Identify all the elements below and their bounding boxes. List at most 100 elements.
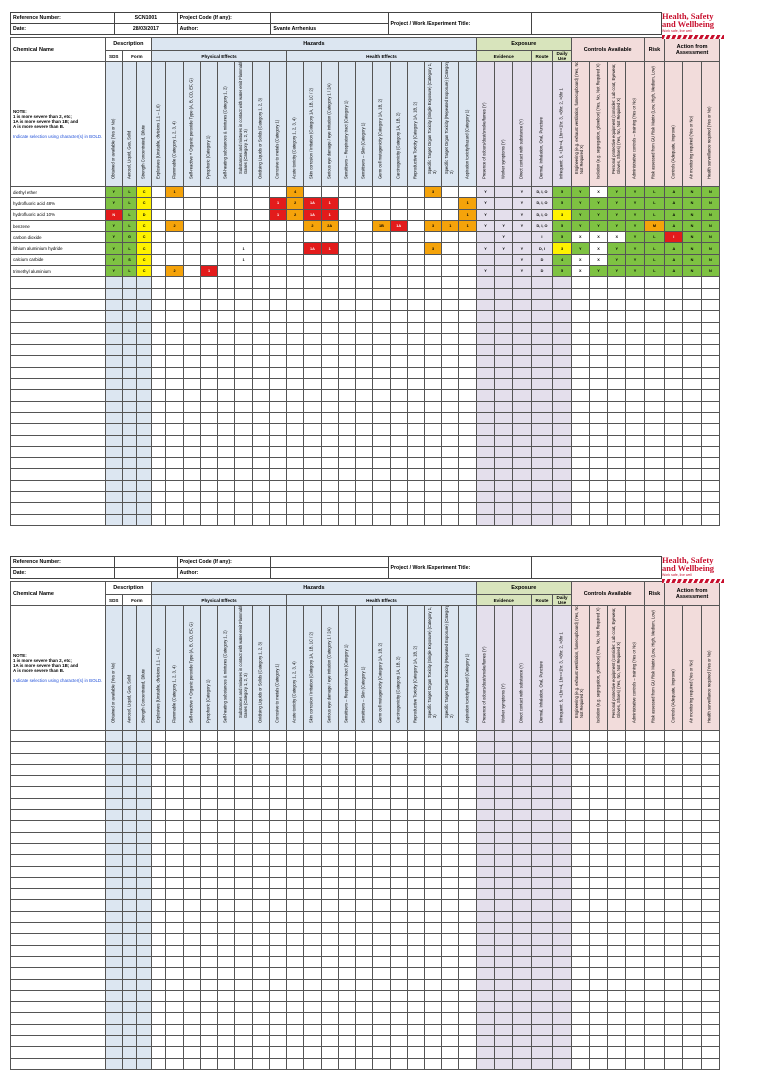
table-cell[interactable]: [217, 775, 236, 788]
table-cell[interactable]: [625, 457, 645, 470]
table-cell[interactable]: [104, 491, 123, 504]
table-cell[interactable]: [372, 797, 391, 811]
table-cell[interactable]: [150, 445, 167, 459]
table-cell[interactable]: [512, 854, 532, 867]
table-cell[interactable]: [121, 1012, 138, 1025]
table-cell[interactable]: [234, 888, 253, 901]
table-cell[interactable]: [337, 786, 357, 799]
table-cell[interactable]: [588, 1046, 609, 1059]
table-cell[interactable]: [372, 1035, 391, 1048]
table-cell[interactable]: [643, 1023, 666, 1037]
table-cell[interactable]: Y: [475, 242, 496, 255]
table-cell[interactable]: [494, 400, 514, 413]
table-cell[interactable]: [372, 933, 391, 946]
table-cell[interactable]: [337, 366, 357, 380]
table-cell[interactable]: [475, 797, 496, 811]
table-cell[interactable]: [530, 366, 554, 380]
table-cell[interactable]: [643, 809, 666, 822]
table-cell[interactable]: [217, 434, 236, 447]
table-cell[interactable]: [286, 831, 305, 844]
chemical-name-cell[interactable]: [10, 899, 106, 912]
table-cell[interactable]: [570, 899, 590, 912]
table-cell[interactable]: [530, 468, 554, 481]
table-cell[interactable]: [104, 423, 123, 436]
table-cell[interactable]: [104, 400, 123, 413]
table-cell[interactable]: C: [136, 219, 152, 233]
table-cell[interactable]: [588, 831, 609, 844]
table-cell[interactable]: [588, 378, 609, 391]
table-cell[interactable]: [700, 797, 721, 811]
table-cell[interactable]: [320, 967, 339, 980]
table-cell[interactable]: [355, 468, 374, 481]
table-cell[interactable]: [150, 1012, 167, 1025]
table-cell[interactable]: [682, 752, 702, 765]
table-cell[interactable]: [588, 763, 609, 777]
table-cell[interactable]: [475, 253, 496, 267]
table-cell[interactable]: N: [682, 253, 702, 267]
table-cell[interactable]: [182, 1001, 201, 1014]
table-cell[interactable]: [268, 820, 288, 833]
table-cell[interactable]: [588, 922, 609, 935]
table-cell[interactable]: [625, 1023, 645, 1037]
table-cell[interactable]: 2: [303, 219, 322, 233]
table-cell[interactable]: [512, 763, 532, 777]
table-cell[interactable]: [303, 513, 322, 526]
table-cell[interactable]: [320, 854, 339, 867]
table-cell[interactable]: [423, 933, 443, 946]
table-cell[interactable]: [494, 423, 514, 436]
table-cell[interactable]: [512, 922, 532, 935]
table-cell[interactable]: [286, 219, 305, 233]
table-cell[interactable]: [303, 423, 322, 436]
table-cell[interactable]: [217, 797, 236, 811]
table-cell[interactable]: [150, 922, 167, 935]
table-cell[interactable]: [423, 763, 443, 777]
table-cell[interactable]: [165, 876, 184, 890]
table-cell[interactable]: [475, 434, 496, 447]
table-cell[interactable]: [588, 955, 609, 969]
table-cell[interactable]: [682, 513, 702, 526]
table-cell[interactable]: [303, 842, 322, 856]
table-cell[interactable]: Y: [104, 253, 123, 267]
table-cell[interactable]: [182, 197, 201, 210]
table-cell[interactable]: [150, 763, 167, 777]
table-cell[interactable]: [286, 491, 305, 504]
table-cell[interactable]: [182, 231, 201, 244]
table-cell[interactable]: Y: [494, 231, 514, 244]
table-cell[interactable]: [286, 468, 305, 481]
table-cell[interactable]: [700, 411, 721, 425]
table-cell[interactable]: X: [607, 231, 627, 244]
table-cell[interactable]: [150, 513, 167, 526]
table-cell[interactable]: [389, 242, 408, 255]
table-cell[interactable]: [389, 479, 408, 493]
table-cell[interactable]: [268, 479, 288, 493]
table-cell[interactable]: [165, 434, 184, 447]
table-cell[interactable]: [389, 468, 408, 481]
table-cell[interactable]: [494, 1012, 514, 1025]
table-cell[interactable]: [337, 820, 357, 833]
table-cell[interactable]: [303, 752, 322, 765]
table-cell[interactable]: [136, 899, 152, 912]
table-cell[interactable]: [199, 797, 219, 811]
table-cell[interactable]: [303, 400, 322, 413]
table-cell[interactable]: [303, 1023, 322, 1037]
table-cell[interactable]: [682, 865, 702, 878]
table-cell[interactable]: Y: [625, 242, 645, 255]
table-cell[interactable]: [182, 491, 201, 504]
table-cell[interactable]: [121, 786, 138, 799]
table-cell[interactable]: [303, 389, 322, 402]
table-cell[interactable]: [355, 1046, 374, 1059]
table-cell[interactable]: [337, 1057, 357, 1070]
table-cell[interactable]: [625, 1035, 645, 1048]
table-cell[interactable]: [136, 310, 152, 323]
table-cell[interactable]: [700, 366, 721, 380]
table-cell[interactable]: [268, 287, 288, 300]
table-cell[interactable]: [406, 321, 426, 334]
table-cell[interactable]: [406, 253, 426, 267]
table-cell[interactable]: [700, 332, 721, 346]
table-cell[interactable]: [494, 378, 514, 391]
table-cell[interactable]: [320, 502, 339, 515]
table-cell[interactable]: Y: [475, 265, 496, 278]
table-cell[interactable]: [494, 899, 514, 912]
table-cell[interactable]: [234, 910, 253, 924]
table-cell[interactable]: [104, 378, 123, 391]
